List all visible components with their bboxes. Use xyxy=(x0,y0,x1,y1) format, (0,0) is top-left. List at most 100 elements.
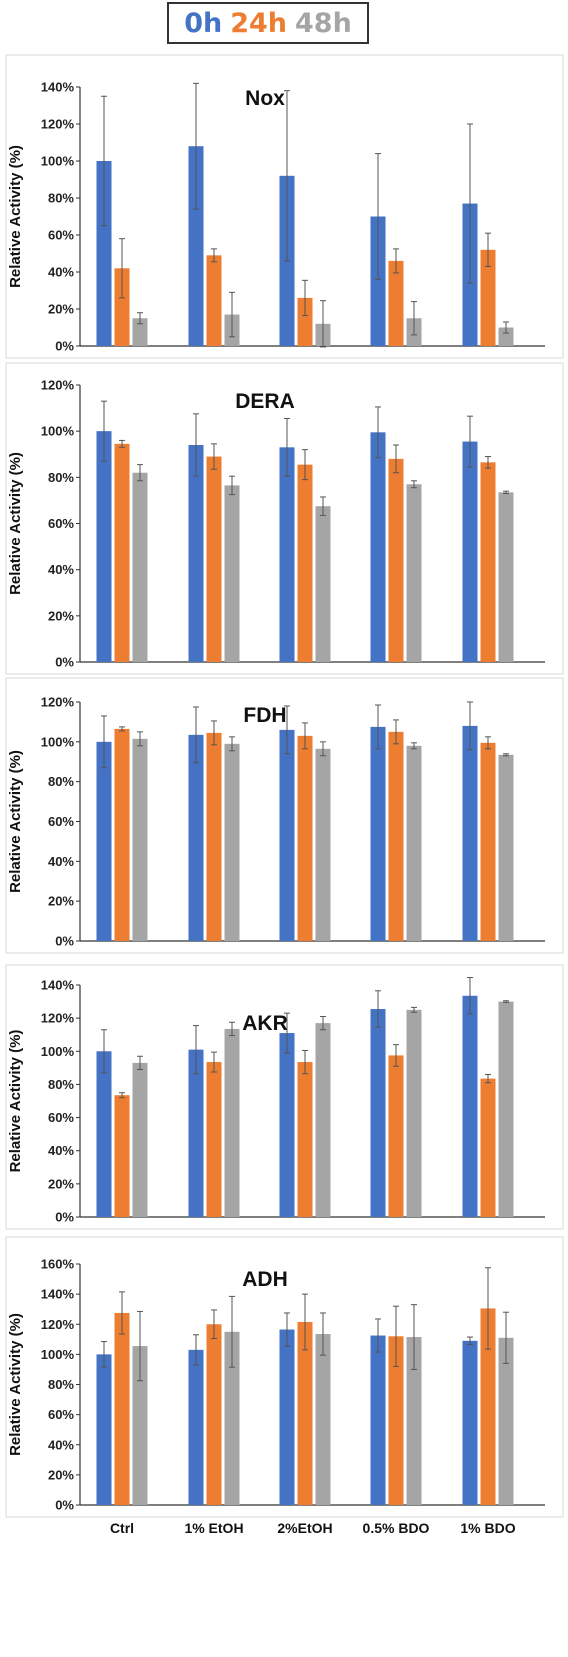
bar-24h-0 xyxy=(114,443,130,662)
bar-48h-0 xyxy=(132,1062,148,1217)
chart-frame xyxy=(5,362,564,675)
bar-0h-1 xyxy=(188,146,204,346)
bar-24h-3 xyxy=(388,458,404,662)
bar-24h-2 xyxy=(297,297,313,346)
x-category-label: 2%EtOH xyxy=(277,1520,332,1536)
chart-frame xyxy=(5,964,564,1230)
bar-0h-0 xyxy=(96,1354,112,1505)
bar-24h-3 xyxy=(388,731,404,941)
bar-24h-1 xyxy=(206,1324,222,1505)
y-tick-label: 20% xyxy=(48,302,74,317)
bar-24h-1 xyxy=(206,456,222,662)
bar-24h-0 xyxy=(114,268,130,346)
bar-24h-3 xyxy=(388,260,404,346)
bar-24h-0 xyxy=(114,728,130,941)
bar-24h-3 xyxy=(388,1336,404,1505)
y-tick-label: 40% xyxy=(48,562,74,577)
bar-0h-0 xyxy=(96,1051,112,1217)
bar-24h-4 xyxy=(480,742,496,941)
bar-48h-4 xyxy=(498,327,514,346)
y-axis-label: Relative Activity (%) xyxy=(7,145,24,288)
y-tick-label: 60% xyxy=(48,228,74,243)
bar-0h-3 xyxy=(370,432,386,662)
legend-24h: 24h xyxy=(230,7,287,39)
y-tick-label: 0% xyxy=(55,339,74,354)
bar-48h-4 xyxy=(498,754,514,941)
bar-48h-1 xyxy=(224,743,240,941)
bar-0h-1 xyxy=(188,445,204,662)
y-tick-label: 100% xyxy=(41,424,75,439)
y-axis-label: Relative Activity (%) xyxy=(7,1313,24,1456)
bar-48h-0 xyxy=(132,738,148,941)
chart-frame xyxy=(5,54,564,359)
x-category-label: 0.5% BDO xyxy=(363,1520,430,1536)
bar-0h-2 xyxy=(279,1329,295,1505)
bar-48h-4 xyxy=(498,492,514,662)
y-tick-label: 100% xyxy=(41,154,75,169)
bar-0h-3 xyxy=(370,1335,386,1505)
y-tick-label: 80% xyxy=(48,470,74,485)
bar-24h-4 xyxy=(480,462,496,662)
bar-24h-2 xyxy=(297,1321,313,1505)
y-tick-label: 80% xyxy=(48,1077,74,1092)
y-tick-label: 80% xyxy=(48,191,74,206)
bar-24h-1 xyxy=(206,255,222,346)
bar-24h-2 xyxy=(297,1062,313,1217)
y-tick-label: 80% xyxy=(48,1377,74,1392)
chart-frame xyxy=(5,1236,564,1518)
bar-0h-3 xyxy=(370,216,386,346)
bar-24h-2 xyxy=(297,735,313,941)
bar-24h-1 xyxy=(206,1062,222,1217)
bar-0h-2 xyxy=(279,729,295,941)
bar-0h-4 xyxy=(462,725,478,941)
y-tick-label: 80% xyxy=(48,774,74,789)
y-tick-label: 120% xyxy=(41,1011,75,1026)
y-tick-label: 140% xyxy=(41,80,75,95)
y-tick-label: 40% xyxy=(48,854,74,869)
bar-48h-3 xyxy=(406,1009,422,1217)
y-tick-label: 100% xyxy=(41,734,75,749)
y-tick-label: 160% xyxy=(41,1257,75,1272)
bar-48h-2 xyxy=(315,1023,331,1217)
legend-0h: 0h xyxy=(184,7,223,39)
bar-48h-4 xyxy=(498,1001,514,1217)
y-axis-label: Relative Activity (%) xyxy=(7,1030,24,1173)
y-tick-label: 120% xyxy=(41,695,75,710)
y-tick-label: 120% xyxy=(41,378,75,393)
y-tick-label: 20% xyxy=(48,608,74,623)
bar-48h-0 xyxy=(132,472,148,662)
bar-48h-2 xyxy=(315,1334,331,1505)
bar-48h-3 xyxy=(406,484,422,662)
y-tick-label: 0% xyxy=(55,1210,74,1225)
y-tick-label: 40% xyxy=(48,1143,74,1158)
y-tick-label: 40% xyxy=(48,1437,74,1452)
bar-0h-1 xyxy=(188,734,204,941)
bar-24h-0 xyxy=(114,1312,130,1505)
bar-24h-3 xyxy=(388,1055,404,1217)
bar-48h-3 xyxy=(406,1337,422,1505)
legend: 0h 24h 48h xyxy=(167,2,369,44)
bar-48h-0 xyxy=(132,1346,148,1505)
bar-0h-1 xyxy=(188,1049,204,1217)
bar-48h-0 xyxy=(132,318,148,346)
y-tick-label: 60% xyxy=(48,814,74,829)
y-axis-label: Relative Activity (%) xyxy=(7,750,24,893)
legend-48h: 48h xyxy=(295,7,352,39)
y-tick-label: 20% xyxy=(48,1176,74,1191)
chart-title: ADH xyxy=(242,1268,288,1291)
y-tick-label: 20% xyxy=(48,894,74,909)
y-tick-label: 140% xyxy=(41,1287,75,1302)
y-tick-label: 20% xyxy=(48,1467,74,1482)
chart-title: DERA xyxy=(235,390,295,413)
y-tick-label: 0% xyxy=(55,1498,74,1513)
chart-frame xyxy=(5,677,564,954)
bar-24h-4 xyxy=(480,1078,496,1217)
y-tick-label: 140% xyxy=(41,978,75,993)
bar-48h-1 xyxy=(224,485,240,662)
y-tick-label: 60% xyxy=(48,1407,74,1422)
bar-24h-4 xyxy=(480,1308,496,1505)
bar-48h-1 xyxy=(224,1331,240,1505)
x-category-label: 1% EtOH xyxy=(184,1520,243,1536)
y-tick-label: 60% xyxy=(48,1110,74,1125)
y-tick-label: 60% xyxy=(48,516,74,531)
